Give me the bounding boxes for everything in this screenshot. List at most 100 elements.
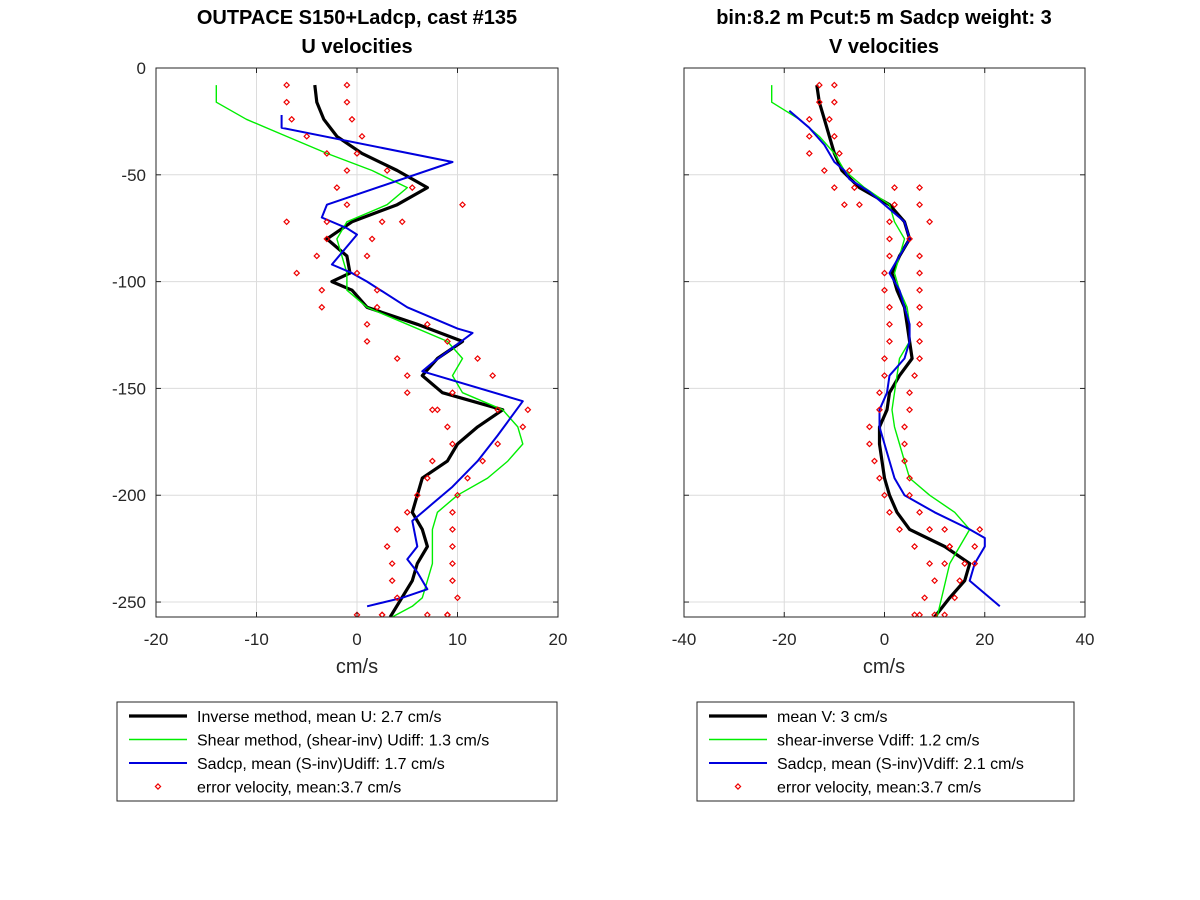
u-plot-data [215, 81, 532, 617]
v-plot-legend-swatch-marker [734, 783, 742, 790]
u-plot-error-velocity-point [474, 355, 482, 362]
u-plot-error-velocity-point [449, 389, 456, 397]
v-plot-error-velocity-point [855, 201, 863, 209]
v-plot-error-velocity-point [911, 372, 919, 380]
u-plot-y-tick-label: -150 [112, 379, 146, 398]
v-plot-series-error-velocity-mean-3-7-cm-s [805, 81, 984, 617]
u-plot-error-velocity-point [283, 218, 291, 226]
u-plot-x-tick-label: 20 [549, 630, 568, 649]
v-plot-error-velocity-point [911, 611, 919, 617]
u-plot-title-line-1: OUTPACE S150+Ladcp, cast #135 [197, 7, 517, 29]
u-plot-error-velocity-point [444, 611, 451, 617]
u-plot-legend: Inverse method, mean U: 2.7 cm/s Shear me… [116, 701, 558, 802]
v-plot-error-velocity-point [916, 337, 924, 345]
v-plot-legend-box [696, 701, 1075, 802]
v-plot-error-velocity-point [830, 132, 838, 140]
u-plot-error-velocity-point [423, 611, 431, 617]
v-plot-error-velocity-point [805, 115, 813, 123]
v-plot-error-velocity-point [876, 406, 883, 414]
u-plot-y-tick-label: -250 [112, 593, 146, 612]
v-plot-error-velocity-point [896, 525, 903, 533]
v-plot-legend-entry: Sadcp, mean (S-inv)Vdiff: 2.1 cm/s [777, 756, 1024, 773]
v-plot-error-velocity-point [881, 355, 888, 362]
v-plot-error-velocity-point [825, 115, 833, 123]
u-plot-series-inverse-method-mean-u-2-7-cm-s-line [313, 84, 505, 617]
v-plot-x-tick-label: 20 [975, 630, 994, 649]
v-plot-error-velocity-point [901, 457, 908, 465]
v-plot-error-velocity-point [850, 184, 858, 192]
u-plot-x-tick-label: 10 [448, 630, 467, 649]
u-plot-error-velocity-point [383, 167, 391, 174]
v-plot-error-velocity-point [886, 508, 893, 516]
v-plot-error-velocity-point [916, 286, 924, 294]
u-plot-x-tick-label: -20 [144, 630, 169, 649]
u-plot-series-group [215, 81, 532, 617]
v-plot-error-velocity-point [871, 457, 878, 465]
u-plot-error-velocity-point [494, 440, 502, 448]
u-plot-error-velocity-point [413, 491, 421, 499]
u-plot-error-velocity-point [343, 167, 351, 174]
v-plot-series-group [771, 81, 1001, 617]
v-plot-series-sadcp-mean-s-inv-vdiff-2-1-cm-s-line [788, 109, 1001, 608]
u-plot-series-error-velocity-mean-3-7-cm-s [283, 81, 532, 617]
u-plot-error-velocity-point [323, 235, 331, 243]
v-plot-error-velocity-point [911, 543, 919, 550]
v-plot-error-velocity-point [916, 320, 924, 328]
u-plot-error-velocity-point [353, 149, 361, 157]
v-plot-error-velocity-point [956, 577, 964, 585]
v-plot-ticks: -40 -20 0 20 40 [672, 67, 1094, 649]
v-plot-error-velocity-point [886, 320, 893, 328]
v-plot-x-axis-label: cm/s [863, 656, 905, 678]
v-plot-error-velocity-point [901, 440, 908, 448]
v-plot-legend-entry: mean V: 3 cm/s [777, 709, 888, 726]
v-plot-error-velocity-point [941, 611, 949, 617]
v-plot-error-velocity-point [941, 525, 949, 533]
u-plot-error-velocity-point [428, 406, 436, 414]
v-plot-error-velocity-point [971, 560, 979, 568]
u-plot-error-velocity-point [494, 406, 502, 414]
v-plot-error-velocity-point [916, 611, 924, 617]
u-plot-error-velocity-point [393, 355, 401, 362]
v-plot-error-velocity-point [891, 201, 898, 209]
v-plot-error-velocity-point [916, 201, 924, 209]
u-plot-error-velocity-point [454, 491, 461, 499]
v-plot-error-velocity-point [931, 577, 939, 585]
u-plot-error-velocity-point [428, 457, 436, 465]
v-plot-error-velocity-point [976, 525, 984, 533]
v-plot-error-velocity-point [961, 560, 969, 568]
u-plot-error-velocity-point [444, 423, 451, 431]
v-plot-error-velocity-point [830, 98, 838, 106]
u-plot-error-velocity-point [353, 269, 361, 277]
v-plot-error-velocity-point [830, 184, 838, 192]
v-plot-error-velocity-point [876, 474, 883, 482]
v-plot-legend-entry: shear-inverse Vdiff: 1.2 cm/s [777, 733, 979, 750]
v-plot-error-velocity-point [926, 560, 934, 568]
u-plot-error-velocity-point [449, 525, 456, 533]
u-plot-error-velocity-point [283, 81, 291, 89]
u-plot-error-velocity-point [358, 132, 366, 140]
u-plot-error-velocity-point [454, 594, 461, 602]
v-plot-error-velocity-point [916, 269, 924, 277]
u-plot-error-velocity-point [524, 406, 532, 414]
u-plot-error-velocity-point [393, 594, 401, 602]
u-plot-error-velocity-point [449, 577, 456, 585]
u-plot-error-velocity-point [283, 98, 291, 106]
u-plot-error-velocity-point [459, 201, 466, 209]
u-plot-error-velocity-point [348, 115, 356, 123]
u-plot-error-velocity-point [313, 252, 321, 260]
v-plot-error-velocity-point [971, 543, 979, 550]
v-plot-error-velocity-point [946, 543, 954, 550]
u-plot-error-velocity-point [423, 320, 431, 328]
u-plot-error-velocity-point [343, 201, 351, 209]
v-plot-error-velocity-point [886, 235, 893, 243]
v-plot-error-velocity-point [815, 98, 823, 106]
v-velocity-plot: bin:8.2 m Pcut:5 m Sadcp weight: 3 V vel… [672, 7, 1094, 802]
u-plot-error-velocity-point [353, 611, 361, 617]
v-plot-data [771, 81, 1001, 617]
u-plot-series-shear-method-shear-inv-udiff-1-3-cm-s-line [215, 85, 524, 617]
u-plot-error-velocity-point [378, 611, 386, 617]
v-plot-error-velocity-point [906, 474, 914, 482]
v-plot-error-velocity-point [815, 81, 823, 89]
v-plot-error-velocity-point [881, 269, 888, 277]
v-plot-error-velocity-point [820, 167, 828, 174]
